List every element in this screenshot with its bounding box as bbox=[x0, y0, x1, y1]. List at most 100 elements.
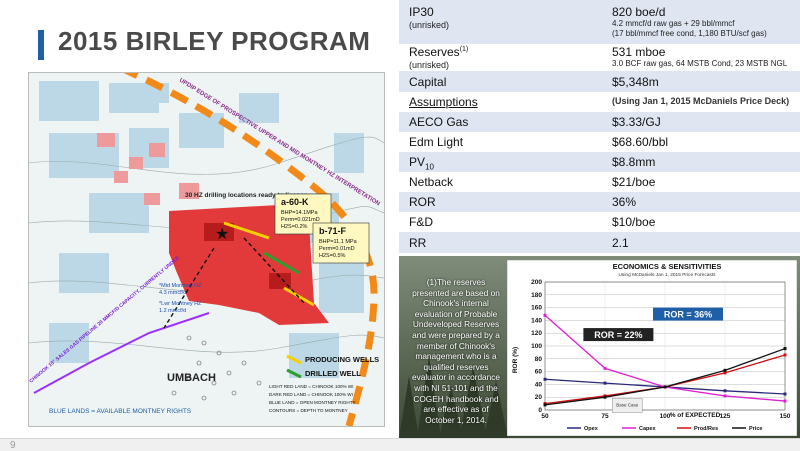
page-title: 2015 BIRLEY PROGRAM bbox=[58, 26, 371, 56]
title-accent-bar bbox=[38, 30, 44, 60]
legend-label: Capex bbox=[639, 426, 656, 432]
town-label: UMBACH bbox=[167, 372, 216, 384]
hz-well-trajectories bbox=[163, 221, 315, 329]
fd-value: $10/boe bbox=[612, 215, 656, 229]
well-a-perm: Perm=0.021mD bbox=[281, 217, 320, 223]
ror-label: ROR bbox=[409, 195, 436, 209]
footer-bar bbox=[0, 438, 800, 451]
ip30-sub: (unrisked) bbox=[409, 20, 450, 30]
y-tick-label: 140 bbox=[531, 317, 542, 324]
data-point bbox=[783, 347, 787, 351]
lwr-montney-label: *Lwr Montney HZ bbox=[159, 301, 202, 307]
land-map: UPDIP EDGE OF PROSPECTIVE UPPER AND MID … bbox=[28, 72, 385, 427]
rr-value: 2.1 bbox=[612, 236, 629, 250]
data-point bbox=[543, 313, 547, 317]
well-a-name: a-60-K bbox=[281, 197, 309, 207]
data-point bbox=[723, 394, 727, 398]
data-point bbox=[663, 385, 667, 389]
data-point bbox=[723, 389, 727, 393]
y-tick-label: 120 bbox=[531, 330, 542, 337]
economics-table: IP30 (unrisked) 820 boe/d 4.2 mmcf/d raw… bbox=[399, 0, 800, 253]
x-tick-label: 150 bbox=[780, 413, 791, 420]
well-symbols bbox=[171, 335, 262, 401]
edm-value: $68.60/bbl bbox=[612, 135, 669, 149]
well-b-perm: Perm=0.01mD bbox=[319, 246, 355, 252]
legend-blue: BLUE LAND = OPEN MONTNEY RIGHTS bbox=[269, 400, 356, 405]
well-a-bhp: BHP=14.1MPa bbox=[281, 210, 318, 216]
page-number: 9 bbox=[10, 440, 16, 451]
netback-value: $21/boe bbox=[612, 175, 656, 189]
x-tick-label: 125 bbox=[720, 413, 731, 420]
reserves-value: 531 mboe bbox=[612, 45, 666, 59]
row-assumptions: Assumptions (Using Jan 1, 2015 McDaniels… bbox=[399, 92, 800, 112]
data-point bbox=[603, 381, 607, 385]
aeco-label: AECO Gas bbox=[409, 115, 469, 129]
ror-36-label: ROR = 36% bbox=[664, 310, 712, 320]
well-b-h2s: H2S=0.5% bbox=[319, 253, 346, 259]
data-point bbox=[783, 392, 787, 396]
ror-36-badge bbox=[653, 307, 723, 321]
row-rr: RR 2.1 bbox=[399, 232, 800, 253]
drilling-location-star: ★ bbox=[215, 226, 229, 243]
reserves-footnote-text: (1)The reserves presented are based on C… bbox=[411, 277, 501, 425]
blue-lands-label: BLUE LANDS = AVAILABLE MONTNEY RIGHTS bbox=[49, 408, 192, 415]
legend-dark-red: DARK RED LAND = CHINOOK 100% WI bbox=[269, 392, 353, 397]
reserves-detail: 3.0 BCF raw gas, 64 MSTB Cond, 23 MSTB N… bbox=[612, 59, 788, 68]
ror-22-badge bbox=[583, 328, 654, 342]
legend-contours: CONTOURS = DEPTH TO MONTNEY bbox=[269, 408, 348, 413]
chart-legend: Opex Capex Prod/Res Price bbox=[567, 426, 762, 432]
row-aeco: AECO Gas $3.33/GJ bbox=[399, 112, 800, 132]
capital-label: Capital bbox=[409, 75, 447, 89]
well-b-callout: b-71-F BHP=11.1 MPa Perm=0.01mD H2S=0.5% bbox=[312, 222, 370, 264]
legend-producing-wells: PRODUCING WELLS bbox=[305, 355, 379, 364]
y-tick-label: 60 bbox=[535, 369, 543, 376]
legend-light-red: LIGHT RED LAND = CHINOOK 100% WI bbox=[269, 384, 354, 389]
data-point bbox=[723, 371, 727, 375]
well-b-bhp: BHP=11.1 MPa bbox=[319, 239, 358, 245]
ip30-detail1: 4.2 mmcf/d raw gas + 29 bbl/mmcf bbox=[612, 19, 735, 28]
plot-area: 0 20 40 60 80 100 120 140 160 180 200 50 75 100 125 150… bbox=[531, 279, 791, 420]
row-netback: Netback $21/boe bbox=[399, 172, 800, 192]
pipeline-line bbox=[33, 312, 210, 394]
chart-subtitle: Using McDaniels Jan 1, 2015 Price Foreca… bbox=[618, 272, 716, 278]
economics-chart: ECONOMICS & SENSITIVITIES Using McDaniel… bbox=[507, 260, 797, 436]
x-tick-label: 75 bbox=[601, 413, 609, 420]
map-legend: PRODUCING WELLS DRILLED WELL LIGHT RED L… bbox=[269, 354, 379, 413]
x-tick-label: 50 bbox=[541, 413, 549, 420]
row-ip30: IP30 (unrisked) 820 boe/d 4.2 mmcf/d raw… bbox=[399, 0, 800, 44]
pv-label: PV bbox=[409, 155, 426, 169]
reserves-sub: (unrisked) bbox=[409, 60, 450, 70]
legend-label: Prod/Res bbox=[694, 426, 718, 432]
rr-label: RR bbox=[409, 236, 427, 250]
base-case-label: Base Case bbox=[616, 402, 639, 407]
y-tick-label: 100 bbox=[531, 343, 542, 350]
y-tick-label: 160 bbox=[531, 305, 542, 312]
legend-label: Opex bbox=[584, 426, 599, 432]
mid-montney-label: *Mid Montney HZ bbox=[159, 283, 202, 289]
y-tick-label: 180 bbox=[531, 292, 542, 299]
row-pv10: PV10 $8.8mm bbox=[399, 152, 800, 172]
well-b-name: b-71-F bbox=[319, 226, 347, 236]
data-point bbox=[723, 368, 727, 372]
legend-label: Price bbox=[749, 426, 762, 432]
dark-red-lands bbox=[204, 223, 291, 289]
ip30-detail2: (17 bbl/mmcf free cond, 1,180 BTU/scf ga… bbox=[612, 29, 767, 38]
capital-value: $5,348m bbox=[612, 75, 659, 89]
data-point bbox=[603, 395, 607, 399]
drilling-label: 30 HZ drilling locations ready to licens… bbox=[185, 192, 308, 199]
chinook-light-red-lands bbox=[97, 133, 199, 205]
reserves-footnote: (1) bbox=[459, 46, 469, 53]
y-tick-label: 80 bbox=[535, 356, 543, 363]
ip30-value: 820 boe/d bbox=[612, 5, 666, 19]
chart-background bbox=[507, 260, 797, 436]
row-reserves: Reserves(1) (unrisked) 531 mboe 3.0 BCF … bbox=[399, 44, 800, 71]
legend-drilled-well: DRILLED WELL bbox=[305, 369, 361, 378]
assumptions-label: Assumptions bbox=[409, 95, 478, 109]
data-point bbox=[603, 366, 607, 370]
ror-value: 36% bbox=[612, 195, 637, 209]
y-tick-label: 40 bbox=[535, 381, 543, 388]
data-point bbox=[543, 403, 547, 407]
y-tick-label: 0 bbox=[538, 407, 542, 414]
mid-montney-rate: 4.3 mmcf/d bbox=[159, 290, 186, 296]
netback-label: Netback bbox=[409, 175, 454, 189]
